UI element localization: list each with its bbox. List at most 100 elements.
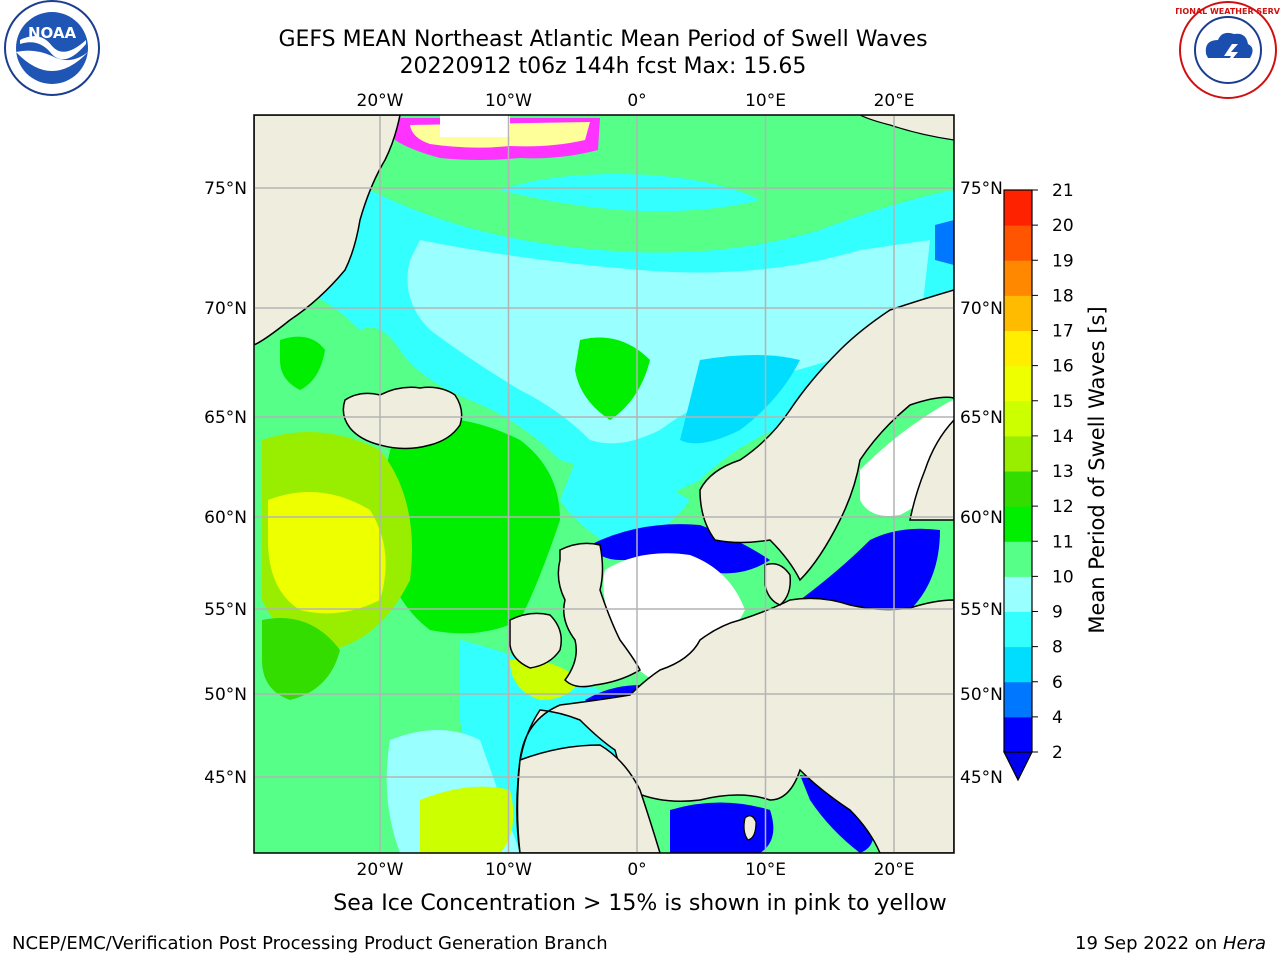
swell-band-green-north <box>575 337 650 420</box>
colorbar-label: Mean Period of Swell Waves [s] <box>1085 306 1109 634</box>
swell-band-green-greenland <box>280 336 325 390</box>
swell-band-green-southwest <box>262 618 340 700</box>
land-denmark <box>764 563 792 606</box>
lat-label-right: 55°N <box>960 600 1003 620</box>
colorbar-ticks: 2 4 6 8 9 10 11 12 13 14 15 16 17 18 19 20 21 <box>1032 181 1074 763</box>
lon-label-bottom: 10°W <box>485 860 532 880</box>
swell-band-cyan-north <box>500 174 760 212</box>
lat-labels-right: 75°N 70°N 65°N 60°N 55°N 50°N 45°N <box>960 179 1003 788</box>
swell-band-light-cyan <box>407 240 930 444</box>
swell-band-blue-adriatic <box>800 775 874 853</box>
colorbar-segment <box>1004 400 1032 437</box>
colorbar-segment <box>1004 260 1032 296</box>
colorbar-tick-label: 8 <box>1052 638 1063 658</box>
lon-labels-top: 20°W 10°W 0° 10°E 20°E <box>357 91 915 111</box>
land-iberia <box>516 744 661 853</box>
colorbar-tick-label: 2 <box>1052 743 1063 763</box>
footer-host: Hera <box>1222 933 1266 954</box>
map-area <box>254 115 954 853</box>
colorbar-segment <box>1004 611 1032 648</box>
land-ireland <box>509 612 562 669</box>
lon-label-bottom: 10°E <box>745 860 786 880</box>
colorbar-tick-label: 21 <box>1052 181 1074 201</box>
colorbar-segment <box>1004 506 1032 542</box>
lat-label-left: 60°N <box>204 508 247 528</box>
land-iceland <box>342 386 463 450</box>
noaa-logo: NOAA <box>4 0 100 96</box>
colorbar-segment <box>1004 716 1032 753</box>
land-scandinavia <box>699 289 954 582</box>
colorbar-segment <box>1004 646 1032 683</box>
gridlines <box>254 115 954 853</box>
colorbar-tick-label: 13 <box>1052 462 1074 482</box>
colorbar-extend-arrow <box>1003 751 1033 782</box>
sea-ice-nodata <box>440 115 510 137</box>
map-frame <box>253 114 955 854</box>
lat-label-right: 45°N <box>960 768 1003 788</box>
lat-label-right: 60°N <box>960 508 1003 528</box>
colorbar-tick-label: 15 <box>1052 392 1074 412</box>
lon-label-bottom: 20°E <box>874 860 915 880</box>
colorbar-tick-label: 20 <box>1052 216 1074 236</box>
lat-label-right: 75°N <box>960 179 1003 199</box>
chart-title: GEFS MEAN Northeast Atlantic Mean Period… <box>278 27 928 52</box>
colorbar-segment <box>1004 190 1032 226</box>
lon-label-top: 0° <box>627 91 646 111</box>
colorbar-tick-label: 11 <box>1052 532 1074 552</box>
swell-band-yellow-iberia <box>420 786 514 853</box>
colorbar-tick-label: 9 <box>1052 603 1063 623</box>
lon-label-top: 10°E <box>745 91 786 111</box>
swell-band-green <box>380 417 560 634</box>
swell-band-yellow-west <box>268 492 386 614</box>
swell-band-blue-barents <box>935 220 954 265</box>
nws-logo-text: NATIONAL WEATHER SERVICE <box>1176 7 1280 16</box>
swell-band-cyan-norway <box>680 355 800 444</box>
swell-band-cyan-mid <box>560 450 690 550</box>
land-great-britain <box>557 542 641 688</box>
colorbar-tick-label: 10 <box>1052 567 1074 587</box>
lon-label-top: 10°W <box>485 91 532 111</box>
land-finland <box>909 418 954 521</box>
lat-label-left: 45°N <box>204 768 247 788</box>
lon-label-bottom: 20°W <box>357 860 404 880</box>
colorbar <box>1003 189 1033 782</box>
land-corsica <box>743 815 757 841</box>
colorbar-segment <box>1004 365 1032 402</box>
lon-labels-bottom: 20°W 10°W 0° 10°E 20°E <box>357 860 915 880</box>
nws-logo: NATIONAL WEATHER SERVICE <box>1176 1 1280 99</box>
lat-label-left: 70°N <box>204 299 247 319</box>
colorbar-segment <box>1004 435 1032 472</box>
colorbar-segment <box>1004 295 1032 331</box>
swell-band-blue-med <box>670 802 774 853</box>
colorbar-segment <box>1004 225 1032 261</box>
lat-label-right: 65°N <box>960 408 1003 428</box>
lat-label-right: 70°N <box>960 299 1003 319</box>
lat-label-left: 50°N <box>204 685 247 705</box>
colorbar-segment <box>1004 471 1032 507</box>
colorbar-tick-label: 16 <box>1052 357 1074 377</box>
colorbar-segment <box>1004 330 1032 367</box>
footer-date: 19 Sep 2022 on Hera <box>1075 933 1266 954</box>
lat-label-right: 50°N <box>960 685 1003 705</box>
colorbar-tick-label: 17 <box>1052 322 1074 342</box>
lon-label-top: 20°E <box>874 91 915 111</box>
lon-label-bottom: 0° <box>627 860 646 880</box>
colorbar-segment <box>1004 681 1032 718</box>
colorbar-tick-label: 4 <box>1052 708 1063 728</box>
lat-label-left: 75°N <box>204 179 247 199</box>
swell-band-yellow-biscay <box>510 659 580 700</box>
land-greenland <box>254 115 401 346</box>
chart-subtitle: 20220912 t06z 144h fcst Max: 15.65 <box>399 54 807 79</box>
colorbar-tick-label: 12 <box>1052 497 1074 517</box>
lat-labels-left: 75°N 70°N 65°N 60°N 55°N 50°N 45°N <box>204 179 247 788</box>
colorbar-segment <box>1004 541 1032 577</box>
colorbar-tick-label: 19 <box>1052 251 1074 271</box>
colorbar-segment <box>1004 576 1032 612</box>
sea-ice-footnote: Sea Ice Concentration > 15% is shown in … <box>333 891 947 916</box>
footer-credit: NCEP/EMC/Verification Post Processing Pr… <box>12 933 608 954</box>
colorbar-tick-label: 6 <box>1052 673 1063 693</box>
noaa-logo-text: NOAA <box>28 24 77 42</box>
colorbar-tick-label: 18 <box>1052 286 1074 306</box>
footer-date-text: 19 Sep 2022 on <box>1075 933 1223 954</box>
